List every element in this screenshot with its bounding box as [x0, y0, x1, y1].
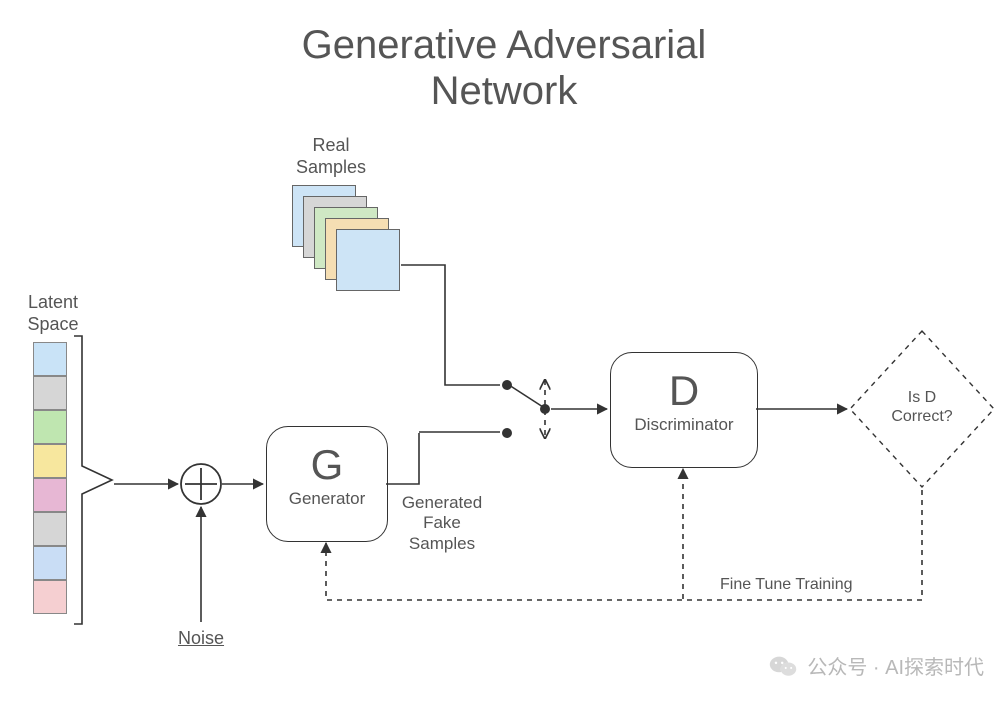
- latent-space-label: Latent Space: [14, 292, 92, 335]
- generated-fake-label: Generated Fake Samples: [382, 493, 502, 554]
- edge-real-to-switch: [401, 265, 500, 385]
- title-line2: Network: [431, 69, 578, 113]
- real-sample-square: [336, 229, 400, 291]
- latent-cell: [33, 342, 67, 376]
- switch-contacts: [502, 380, 550, 438]
- discriminator-sub: Discriminator: [611, 415, 757, 435]
- generator-letter: G: [267, 441, 387, 489]
- latent-cell: [33, 410, 67, 444]
- edge-diamond-to-gen-fb: [326, 543, 682, 600]
- edge-gen-to-fake: [386, 433, 419, 484]
- latent-cell: [33, 444, 67, 478]
- discriminator-letter: D: [611, 367, 757, 415]
- title-line1: Generative Adversarial: [302, 23, 707, 67]
- latent-cell: [33, 580, 67, 614]
- noise-label: Noise: [178, 628, 224, 649]
- latent-cell: [33, 376, 67, 410]
- real-samples-label: Real Samples: [276, 135, 386, 178]
- watermark: 公众号 · AI探索时代: [769, 651, 984, 680]
- discriminator-node: D Discriminator: [610, 352, 758, 468]
- generator-node: G Generator: [266, 426, 388, 542]
- latent-cell: [33, 478, 67, 512]
- latent-cell: [33, 512, 67, 546]
- diagram-title: Generative Adversarial Network: [0, 22, 1008, 114]
- latent-cell: [33, 546, 67, 580]
- generator-sub: Generator: [267, 489, 387, 509]
- wechat-icon: [769, 654, 797, 678]
- latent-bracket: [74, 336, 112, 624]
- edge-switch-arm: [509, 385, 543, 407]
- is-d-correct-label: Is D Correct?: [886, 388, 958, 426]
- fine-tune-label: Fine Tune Training: [720, 576, 853, 594]
- watermark-text: 公众号 · AI探索时代: [807, 651, 984, 680]
- plus-node: [181, 464, 221, 504]
